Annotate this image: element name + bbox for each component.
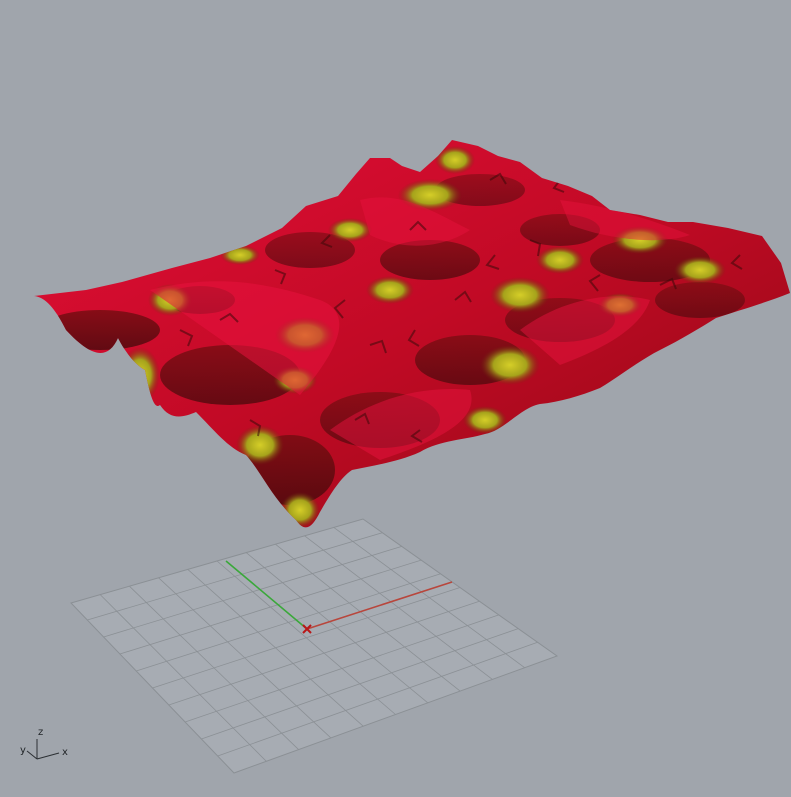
grid-line	[152, 587, 461, 689]
surface-shading	[40, 146, 745, 528]
gizmo-y-label: y	[20, 745, 26, 756]
grid-line	[217, 641, 538, 757]
grid-line	[168, 600, 480, 706]
grid-line	[245, 552, 429, 704]
terrain-surface[interactable]	[34, 140, 790, 528]
grid-line	[201, 628, 519, 740]
origin-marker	[302, 624, 312, 634]
grid-line	[184, 614, 499, 723]
grid-line	[304, 535, 493, 680]
grid-line	[333, 527, 525, 669]
grid-line	[275, 543, 461, 692]
construction-grid	[70, 518, 559, 774]
gizmo-z-label: z	[38, 727, 43, 738]
x-axis-line	[306, 581, 453, 630]
gizmo-x-label: x	[62, 747, 68, 758]
y-axis-line	[225, 560, 308, 630]
axis-gizmo: z y x	[20, 727, 68, 760]
